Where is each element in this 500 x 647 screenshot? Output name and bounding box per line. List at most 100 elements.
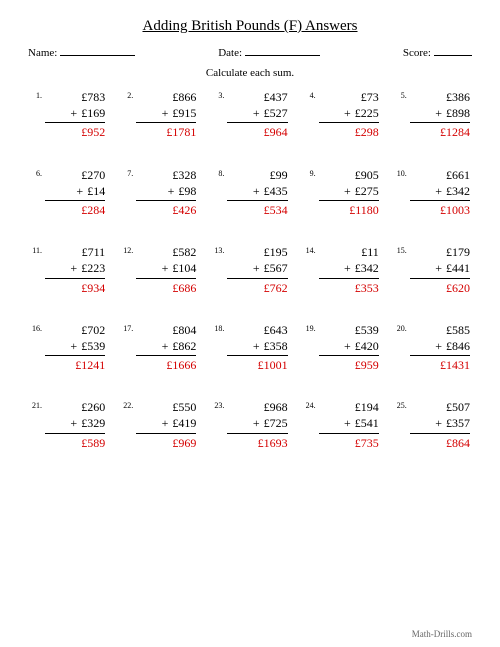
problem-number: 13. xyxy=(210,244,227,255)
answer: £735 xyxy=(319,434,379,451)
answer: £284 xyxy=(45,201,105,218)
problem-number: 9. xyxy=(302,167,319,178)
problem: 9.£905+ £275£1180 xyxy=(302,167,381,219)
problem: 21.£260+ £329£589 xyxy=(28,399,107,451)
problem-number: 12. xyxy=(119,244,136,255)
answer: £298 xyxy=(319,123,379,140)
problem-body: £804+ £862£1666 xyxy=(136,322,198,374)
answer: £1241 xyxy=(45,356,105,373)
addend-bottom: + £915 xyxy=(136,105,196,123)
addend-top: £661 xyxy=(410,167,470,183)
problem-number: 8. xyxy=(210,167,227,178)
problem-grid: 1.£783+ £169£9522.£866+ £915£17813.£437+… xyxy=(28,89,472,451)
problem: 15.£179+ £441£620 xyxy=(393,244,472,296)
worksheet-page: Adding British Pounds (F) Answers Name: … xyxy=(0,0,500,647)
problem: 19.£539+ £420£959 xyxy=(302,322,381,374)
answer: £1693 xyxy=(227,434,287,451)
answer: £959 xyxy=(319,356,379,373)
problem: 16.£702+ £539£1241 xyxy=(28,322,107,374)
problem-number: 4. xyxy=(302,89,319,100)
date-field: Date: xyxy=(218,45,320,59)
problem: 8.£99+ £435£534 xyxy=(210,167,289,219)
addend-bottom: + £169 xyxy=(45,105,105,123)
addend-bottom: + £104 xyxy=(136,260,196,278)
problem: 13.£195+ £567£762 xyxy=(210,244,289,296)
addend-bottom: + £527 xyxy=(227,105,287,123)
problem-body: £550+ £419£969 xyxy=(136,399,198,451)
addend-bottom: + £223 xyxy=(45,260,105,278)
problem-body: £437+ £527£964 xyxy=(227,89,289,141)
problem-body: £195+ £567£762 xyxy=(227,244,289,296)
addend-top: £507 xyxy=(410,399,470,415)
addend-top: £99 xyxy=(227,167,287,183)
problem-number: 20. xyxy=(393,322,410,333)
problem-body: £194+ £541£735 xyxy=(319,399,381,451)
score-blank xyxy=(434,45,472,56)
answer: £1781 xyxy=(136,123,196,140)
problem: 3.£437+ £527£964 xyxy=(210,89,289,141)
answer: £964 xyxy=(227,123,287,140)
addend-top: £260 xyxy=(45,399,105,415)
addend-top: £702 xyxy=(45,322,105,338)
problem: 17.£804+ £862£1666 xyxy=(119,322,198,374)
problem-body: £711+ £223£934 xyxy=(45,244,107,296)
addend-bottom: + £329 xyxy=(45,415,105,433)
problem-number: 22. xyxy=(119,399,136,410)
problem-number: 6. xyxy=(28,167,45,178)
addend-top: £866 xyxy=(136,89,196,105)
name-blank xyxy=(60,45,135,56)
answer: £620 xyxy=(410,279,470,296)
problem-number: 19. xyxy=(302,322,319,333)
addend-bottom: + £420 xyxy=(319,338,379,356)
addend-top: £270 xyxy=(45,167,105,183)
addend-bottom: + £342 xyxy=(319,260,379,278)
addend-top: £437 xyxy=(227,89,287,105)
problem-number: 11. xyxy=(28,244,45,255)
addend-top: £179 xyxy=(410,244,470,260)
problem: 1.£783+ £169£952 xyxy=(28,89,107,141)
name-label: Name: xyxy=(28,47,57,59)
problem-body: £905+ £275£1180 xyxy=(319,167,381,219)
problem-number: 3. xyxy=(210,89,227,100)
problem-number: 5. xyxy=(393,89,410,100)
problem-body: £386+ £898£1284 xyxy=(410,89,472,141)
problem-number: 2. xyxy=(119,89,136,100)
problem-body: £260+ £329£589 xyxy=(45,399,107,451)
answer: £762 xyxy=(227,279,287,296)
problem-body: £179+ £441£620 xyxy=(410,244,472,296)
problem-body: £585+ £846£1431 xyxy=(410,322,472,374)
problem-body: £582+ £104£686 xyxy=(136,244,198,296)
answer: £426 xyxy=(136,201,196,218)
problem-number: 7. xyxy=(119,167,136,178)
addend-top: £539 xyxy=(319,322,379,338)
problem: 6.£270+ £14£284 xyxy=(28,167,107,219)
problem-body: £783+ £169£952 xyxy=(45,89,107,141)
addend-top: £11 xyxy=(319,244,379,260)
problem-number: 21. xyxy=(28,399,45,410)
answer: £534 xyxy=(227,201,287,218)
addend-bottom: + £275 xyxy=(319,183,379,201)
problem-body: £11+ £342£353 xyxy=(319,244,381,296)
answer: £1180 xyxy=(319,201,379,218)
addend-bottom: + £567 xyxy=(227,260,287,278)
problem: 7.£328+ £98£426 xyxy=(119,167,198,219)
score-label: Score: xyxy=(403,47,431,59)
problem: 4.£73+ £225£298 xyxy=(302,89,381,141)
problem: 11.£711+ £223£934 xyxy=(28,244,107,296)
addend-top: £195 xyxy=(227,244,287,260)
addend-bottom: + £98 xyxy=(136,183,196,201)
problem: 14.£11+ £342£353 xyxy=(302,244,381,296)
date-label: Date: xyxy=(218,47,242,59)
answer: £1431 xyxy=(410,356,470,373)
problem: 22.£550+ £419£969 xyxy=(119,399,198,451)
addend-bottom: + £725 xyxy=(227,415,287,433)
problem-body: £328+ £98£426 xyxy=(136,167,198,219)
problem: 2.£866+ £915£1781 xyxy=(119,89,198,141)
problem: 24.£194+ £541£735 xyxy=(302,399,381,451)
date-blank xyxy=(245,45,320,56)
problem-number: 1. xyxy=(28,89,45,100)
answer: £969 xyxy=(136,434,196,451)
answer: £952 xyxy=(45,123,105,140)
problem: 5.£386+ £898£1284 xyxy=(393,89,472,141)
problem: 25.£507+ £357£864 xyxy=(393,399,472,451)
